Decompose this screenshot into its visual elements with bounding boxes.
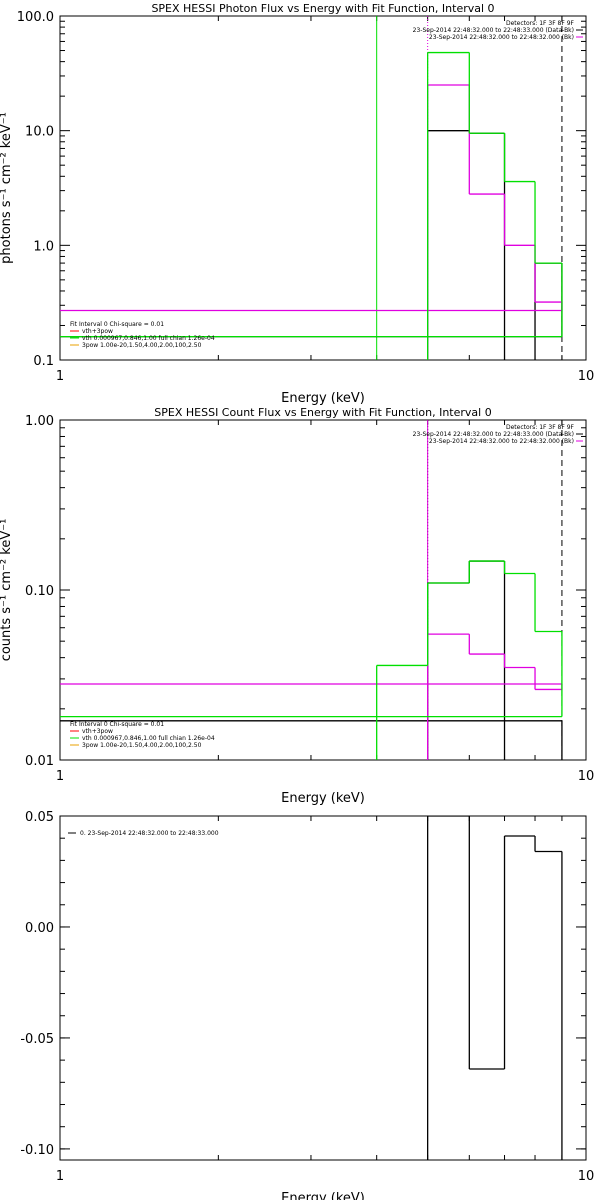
x-tick-label: 10 (578, 1169, 595, 1184)
legend-top-entry: 23-Sep-2014 22:48:32.000 to 22:48:33.000… (413, 27, 574, 34)
legend-top-entry: Detectors: 1F 3F 8F 9F (506, 424, 575, 431)
chart-title: SPEX HESSI Photon Flux vs Energy with Fi… (151, 2, 494, 15)
panel-2: 1 10 0.01 0.10 1.00 SPEX HESSI Count Flux vs … (0, 406, 594, 806)
plot-frame (59, 15, 587, 361)
x-tick-label: 10 (578, 369, 595, 384)
legend-top-entry: Detectors: 1F 3F 8F 9F (506, 20, 575, 27)
legend-top-entry: 23-Sep-2014 22:48:32.000 to 22:48:32.000… (429, 34, 574, 41)
y-tick-label: 10.0 (25, 125, 54, 140)
chart-title: SPEX HESSI Count Flux vs Energy with Fit… (154, 406, 491, 419)
legend-fit-entry: vth 0.000967,0.846,1.00 full chian 1.26e… (82, 735, 215, 742)
panel-3: 1 10 -0.10 -0.05 0.00 0.05 Energy (keV) 0. 23-S… (20, 810, 594, 1200)
legend-fit-entry: 3pow 1.00e-20,1.50,4.00,2.00,100,2.50 (82, 742, 202, 749)
y-axis-label: photons s⁻¹ cm⁻² keV⁻¹ (0, 112, 14, 264)
plot-frame (59, 815, 587, 1161)
plot-frame (59, 419, 587, 761)
x-axis-label: Energy (keV) (281, 1191, 365, 1200)
data-area (60, 16, 563, 360)
y-tick-label: 0.01 (25, 754, 54, 769)
legend-top-entry: 0. 23-Sep-2014 22:48:32.000 to 22:48:33.… (80, 830, 219, 837)
y-tick-label: 1.00 (25, 414, 54, 429)
x-tick-label: 1 (56, 369, 64, 384)
x-tick-label: 10 (578, 769, 595, 784)
y-tick-label: 0.1 (33, 354, 54, 369)
panel-1: 1 10 0.1 1.0 10.0 100.0 SPEX HESSI Photon Flux… (0, 2, 594, 406)
y-axis-label: counts s⁻¹ cm⁻² keV⁻¹ (0, 519, 14, 662)
y-tick-label: -0.05 (20, 1032, 54, 1047)
legend-fit-entry: vth 0.000967,0.846,1.00 full chian 1.26e… (82, 335, 215, 342)
legend-fit-entry: Fit Interval 0 Chi-square = 0.01 (70, 721, 164, 728)
x-tick-label: 1 (56, 769, 64, 784)
y-tick-label: 0.00 (25, 921, 54, 936)
legend-fit-entry: vth+3pow (82, 728, 113, 735)
y-tick-label: 100.0 (17, 10, 54, 25)
y-tick-label: 0.10 (25, 584, 54, 599)
legend-fit-entry: Fit Interval 0 Chi-square = 0.01 (70, 321, 164, 328)
legend-fit-entry: vth+3pow (82, 328, 113, 335)
x-axis-label: Energy (keV) (281, 791, 365, 806)
x-tick-label: 1 (56, 1169, 64, 1184)
data-area (60, 420, 563, 760)
legend-top-entry: 23-Sep-2014 22:48:32.000 to 22:48:32.000… (429, 438, 574, 445)
data-area (427, 816, 563, 1160)
y-tick-label: -0.10 (20, 1143, 54, 1158)
y-tick-label: 1.0 (33, 239, 54, 254)
legend-top-entry: 23-Sep-2014 22:48:32.000 to 22:48:33.000… (413, 431, 574, 438)
legend-fit-entry: 3pow 1.00e-20,1.50,4.00,2.00,100,2.50 (82, 342, 202, 349)
x-axis-label: Energy (keV) (281, 391, 365, 406)
y-tick-label: 0.05 (25, 810, 54, 825)
